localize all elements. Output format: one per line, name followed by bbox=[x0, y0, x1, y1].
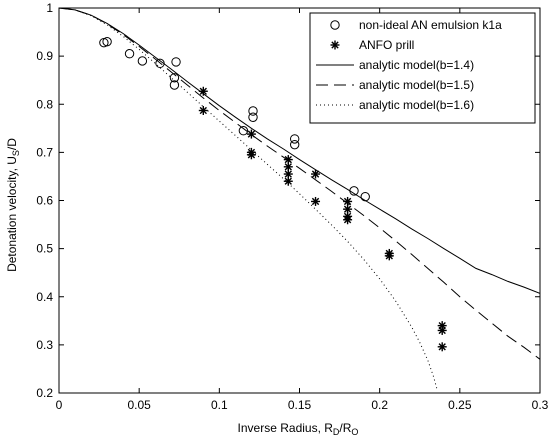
y-tick-label: 0.5 bbox=[36, 242, 53, 256]
data-point-non-ideal-an-emulsion-k1a bbox=[248, 106, 258, 116]
legend-label-analytic-model-b-1-5: analytic model(b=1.5) bbox=[359, 78, 474, 92]
data-point-non-ideal-an-emulsion-k1a bbox=[248, 112, 258, 122]
y-tick-label: 0.2 bbox=[36, 386, 53, 400]
x-axis-label: Inverse Radius, RD/RO bbox=[238, 421, 359, 437]
legend-box bbox=[309, 12, 536, 124]
series-line-analytic-model-b-1-4 bbox=[59, 8, 540, 294]
data-point-anfo-prill bbox=[283, 162, 293, 172]
x-tick-label: 0.2 bbox=[371, 398, 388, 412]
data-point-anfo-prill bbox=[311, 196, 321, 206]
data-point-anfo-prill bbox=[437, 342, 447, 352]
legend-label-analytic-model-b-1-6: analytic model(b=1.6) bbox=[359, 98, 474, 112]
data-point-anfo-prill bbox=[343, 215, 353, 225]
data-point-anfo-prill bbox=[384, 251, 394, 261]
data-point-non-ideal-an-emulsion-k1a bbox=[102, 36, 112, 47]
series-line-analytic-model-b-1-6 bbox=[59, 8, 438, 391]
y-tick-label: 0.3 bbox=[36, 338, 53, 352]
legend-label-analytic-model-b-1-4: analytic model(b=1.4) bbox=[359, 58, 474, 72]
legend: non-ideal AN emulsion k1a ANFO prill analy… bbox=[309, 12, 536, 124]
x-tick-label: 0.15 bbox=[288, 398, 312, 412]
data-point-non-ideal-an-emulsion-k1a bbox=[169, 73, 180, 83]
x-tick-label: 0.1 bbox=[211, 398, 228, 412]
y-tick-label: 0.6 bbox=[36, 194, 53, 208]
data-point-anfo-prill bbox=[311, 169, 321, 179]
data-point-anfo-prill bbox=[283, 176, 293, 186]
y-tick-label: 0.9 bbox=[36, 49, 53, 63]
data-point-non-ideal-an-emulsion-k1a bbox=[124, 49, 135, 59]
y-tick-label: 1 bbox=[46, 1, 53, 15]
y-axis-label: Detonation velocity, US/D bbox=[5, 138, 21, 272]
data-point-anfo-prill bbox=[437, 325, 447, 335]
series-layer bbox=[59, 8, 540, 391]
tick-layer: 0 0.05 0.1 0.15 0.2 0.25 0.3 0.2 0.3 0.4 0.5 0.6 0.7… bbox=[36, 1, 548, 412]
x-tick-label: 0.3 bbox=[532, 398, 548, 412]
legend-label-non-ideal-an-emulsion-k1a: non-ideal AN emulsion k1a bbox=[359, 18, 502, 32]
x-tick-label: 0 bbox=[56, 398, 63, 412]
data-point-non-ideal-an-emulsion-k1a bbox=[289, 139, 300, 150]
series-line-analytic-model-b-1-5 bbox=[59, 8, 540, 360]
x-tick-label: 0.05 bbox=[127, 398, 151, 412]
legend-label-anfo-prill: ANFO prill bbox=[359, 38, 414, 52]
x-tick-label: 0.25 bbox=[448, 398, 472, 412]
data-point-non-ideal-an-emulsion-k1a bbox=[289, 134, 300, 144]
data-point-anfo-prill bbox=[246, 150, 256, 160]
legend-marker-non-ideal-an-emulsion-k1a bbox=[330, 20, 340, 30]
data-point-non-ideal-an-emulsion-k1a bbox=[137, 56, 148, 66]
legend-marker-anfo-prill bbox=[330, 40, 340, 50]
y-tick-label: 0.8 bbox=[36, 97, 53, 111]
data-point-non-ideal-an-emulsion-k1a bbox=[169, 80, 180, 90]
y-tick-label: 0.4 bbox=[36, 290, 53, 304]
data-point-anfo-prill bbox=[198, 106, 208, 116]
data-point-non-ideal-an-emulsion-k1a bbox=[238, 126, 249, 136]
data-point-non-ideal-an-emulsion-k1a bbox=[171, 57, 181, 67]
y-tick-label: 0.7 bbox=[36, 145, 53, 159]
